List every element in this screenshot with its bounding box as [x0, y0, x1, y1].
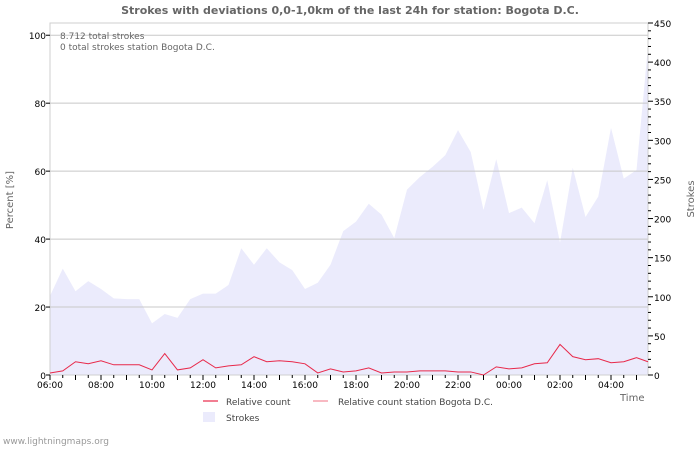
plot-frame [49, 22, 649, 376]
x-axis-label: Time [619, 393, 644, 404]
y-right-tick-label: 300 [654, 137, 671, 147]
y-right-tick-label: 150 [654, 255, 671, 265]
y-right-tick-label: 50 [654, 333, 666, 343]
footer-site-link[interactable]: www.lightningmaps.org [3, 437, 109, 447]
x-tick-label: 00:00 [496, 381, 522, 391]
legend-strokes-label: Strokes [226, 414, 260, 424]
strokes-area [50, 46, 648, 375]
x-tick-label: 06:00 [37, 381, 63, 391]
annotation-text: 8.712 total strokes [60, 32, 145, 42]
annotation-text: 0 total strokes station Bogota D.C. [60, 43, 215, 53]
y-right-tick-label: 200 [654, 216, 671, 226]
x-tick-label: 22:00 [445, 381, 471, 391]
x-tick-label: 18:00 [343, 381, 369, 391]
y-left-tick-label: 40 [35, 236, 47, 246]
y-right-tick-label: 400 [654, 59, 671, 69]
y-left-tick-label: 0 [40, 372, 46, 382]
x-tick-label: 08:00 [88, 381, 114, 391]
x-tick-label: 14:00 [241, 381, 267, 391]
y-left-tick-label: 80 [35, 100, 47, 110]
legend-relative-count-label: Relative count [226, 398, 291, 408]
y-right-tick-label: 0 [654, 372, 660, 382]
legend-station-label: Relative count station Bogota D.C. [338, 398, 493, 408]
y-right-tick-label: 100 [654, 294, 671, 304]
y-left-axis-label: Percent [%] [5, 171, 16, 229]
y-left-tick-label: 100 [29, 32, 46, 42]
x-tick-label: 16:00 [292, 381, 318, 391]
y-left-tick-label: 60 [35, 168, 47, 178]
x-tick-label: 10:00 [139, 381, 165, 391]
x-tick-label: 20:00 [394, 381, 420, 391]
x-tick-label: 04:00 [598, 381, 624, 391]
y-right-tick-label: 350 [654, 98, 671, 108]
x-tick-label: 02:00 [547, 381, 573, 391]
chart-title: Strokes with deviations 0,0-1,0km of the… [121, 4, 579, 17]
y-right-tick-label: 450 [654, 20, 671, 30]
x-tick-label: 12:00 [190, 381, 216, 391]
y-right-tick-label: 250 [654, 176, 671, 186]
y-right-axis-label: Strokes [686, 180, 697, 217]
y-left-tick-label: 20 [35, 304, 47, 314]
relative-count-line [49, 343, 649, 376]
legend-strokes-swatch [203, 412, 215, 422]
